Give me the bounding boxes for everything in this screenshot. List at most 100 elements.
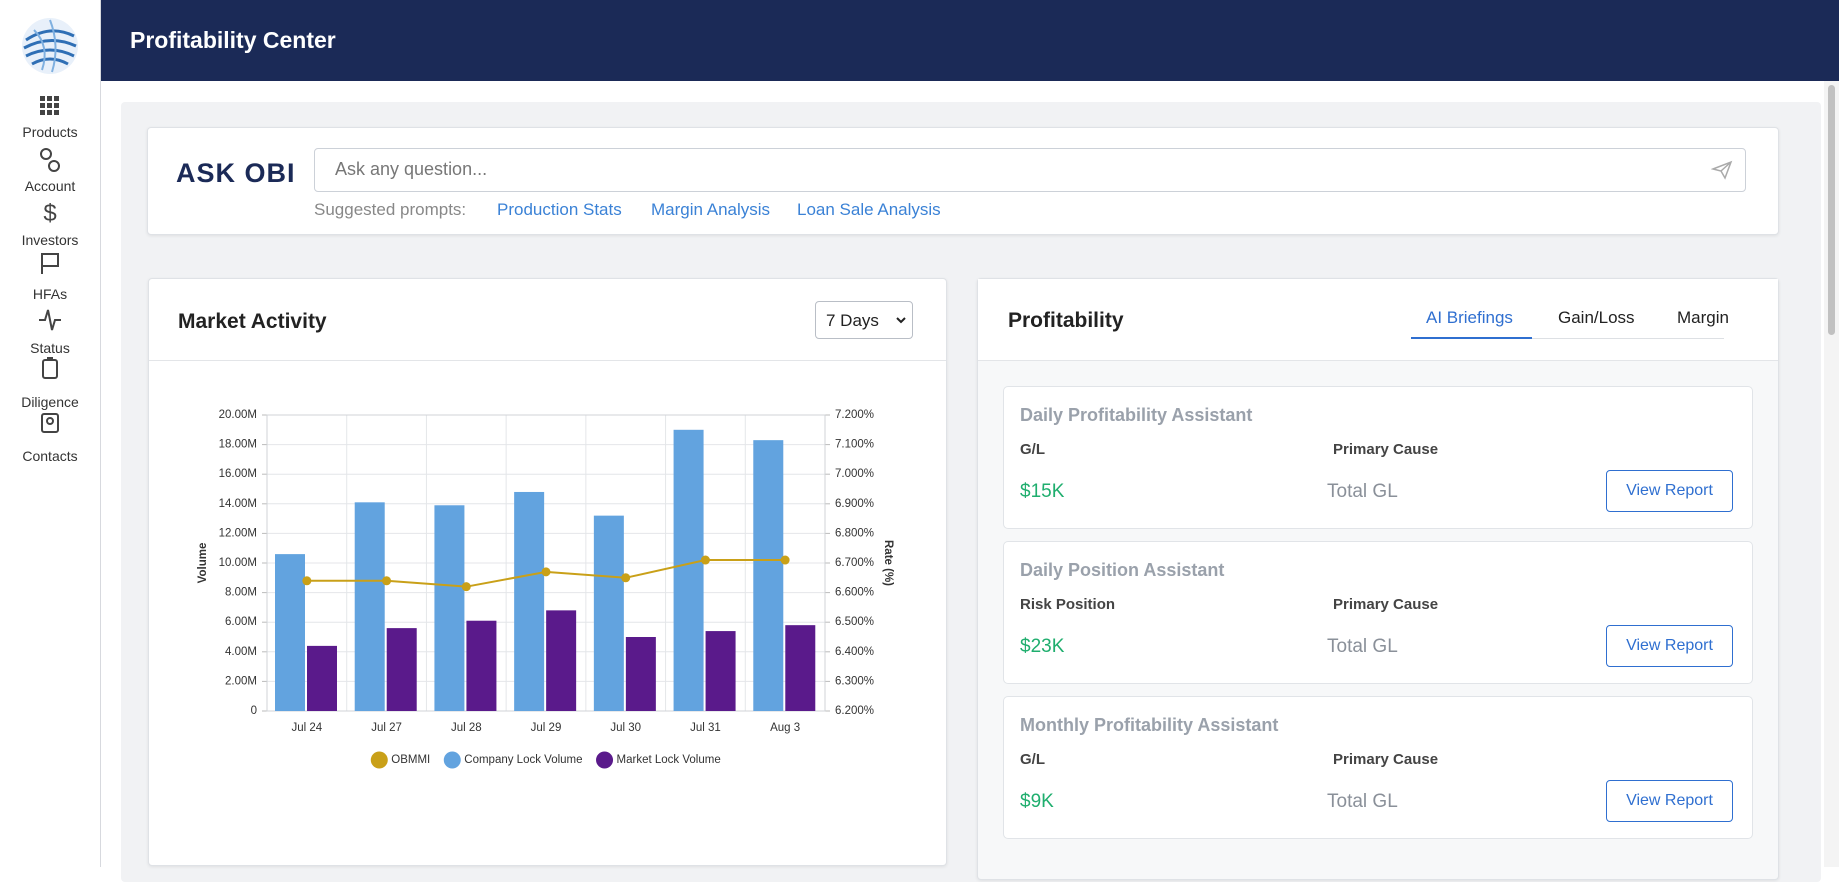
scroll-thumb[interactable]	[1828, 85, 1835, 335]
nav-label[interactable]: Products	[22, 124, 78, 140]
legend-swatch	[443, 751, 461, 769]
x-tick-label: Jul 29	[531, 722, 562, 734]
bar	[434, 505, 465, 711]
view-report-button[interactable]: View Report	[1606, 625, 1733, 667]
send-icon[interactable]	[1711, 160, 1733, 180]
header-title: Profitability Center	[130, 27, 336, 53]
cause-label: Primary Cause	[1333, 596, 1439, 613]
bar	[705, 631, 736, 711]
cause-label: Primary Cause	[1333, 441, 1439, 458]
point	[700, 555, 710, 565]
briefing-title: Daily Position Assistant	[1020, 560, 1225, 580]
y2-tick-label: 6.200%	[835, 705, 874, 717]
nav-label[interactable]: HFAs	[32, 286, 68, 302]
view-report-button[interactable]: View Report	[1606, 780, 1733, 822]
bar	[625, 637, 656, 711]
metric-label: G/L	[1020, 441, 1045, 458]
y-tick-label: 16.00M	[219, 468, 257, 480]
y-tick-label: 10.00M	[219, 557, 257, 569]
svg-text:$: $	[43, 200, 56, 227]
market-title: Market Activity	[178, 310, 327, 333]
bar	[673, 429, 704, 711]
y2-tick-label: 6.900%	[835, 498, 874, 510]
ask-input[interactable]: Ask any question...	[314, 148, 1746, 192]
sidebar: $ Products Account Investors HFAs Status Dili…	[0, 0, 101, 867]
y2-tick-label: 6.300%	[835, 675, 874, 687]
point	[780, 555, 790, 565]
nav-label[interactable]: Diligence	[21, 394, 79, 410]
y2-tick-label: 6.700%	[835, 557, 874, 569]
nav-icons: $	[39, 96, 61, 433]
x-tick-label: Jul 24	[292, 722, 323, 734]
bar	[354, 502, 385, 711]
prompt-link[interactable]: Margin Analysis	[651, 200, 771, 219]
y2-tick-label: 7.000%	[835, 468, 874, 480]
tab[interactable]: Gain/Loss	[1558, 308, 1635, 327]
bar	[307, 645, 337, 711]
x-tick-label: Aug 3	[770, 722, 800, 734]
ask-placeholder: Ask any question...	[335, 159, 488, 179]
prompt-link[interactable]: Loan Sale Analysis	[797, 200, 941, 219]
profitability-header	[978, 279, 1778, 361]
tab-rule	[1411, 338, 1724, 339]
briefing-card: Daily Position Assistant Risk Position Pri…	[1003, 541, 1753, 684]
bar	[275, 554, 305, 711]
legend-label: Company Lock Volume	[464, 754, 582, 766]
ask-card: ASK OBI Ask any question... Suggested pr…	[147, 127, 1779, 235]
y-tick-label: 14.00M	[219, 498, 257, 510]
metric-label: Risk Position	[1020, 596, 1116, 613]
scrollbar[interactable]	[1824, 81, 1839, 867]
header	[101, 0, 1839, 81]
y-tick-label: 0	[251, 705, 257, 717]
bar	[753, 440, 784, 711]
x-tick-label: Jul 28	[451, 722, 482, 734]
y2-tick-label: 6.500%	[835, 616, 874, 628]
profitability-title: Profitability	[1008, 309, 1124, 332]
y2-tick-label: 7.200%	[835, 409, 874, 421]
chart: 0 2.00M 4.00M 6.00M 8.00M 10.00M 12.00M 14.00M 1…	[197, 409, 894, 769]
tab[interactable]: Margin	[1677, 308, 1729, 327]
x-tick-label: Jul 31	[690, 722, 721, 734]
y-tick-label: 12.00M	[219, 527, 257, 539]
tab[interactable]: AI Briefings	[1426, 308, 1513, 327]
metric-value: $15K	[1020, 481, 1065, 502]
metric-label: G/L	[1020, 751, 1045, 768]
y-axis-title: Volume	[197, 543, 209, 584]
y2-tick-label: 7.100%	[835, 439, 874, 451]
nav-label[interactable]: Account	[24, 178, 76, 194]
bar	[514, 491, 545, 711]
view-report-button[interactable]: View Report	[1606, 470, 1733, 512]
bar	[466, 620, 497, 711]
bar	[593, 515, 624, 711]
y-tick-label: 6.00M	[225, 616, 257, 628]
legend-label: OBMMI	[391, 754, 430, 766]
range-select[interactable]: 7 Days	[815, 301, 913, 339]
point	[621, 573, 631, 583]
bar	[785, 625, 816, 711]
y2-tick-label: 6.800%	[835, 527, 874, 539]
briefing-card: Daily Profitability Assistant G/L Primary …	[1003, 386, 1753, 529]
point	[461, 582, 471, 592]
legend-swatch	[370, 751, 388, 769]
metric-value: $23K	[1020, 636, 1065, 657]
metric-value: $9K	[1020, 791, 1054, 812]
bar	[546, 610, 577, 711]
cause-value: Total GL	[1327, 636, 1398, 657]
range-value: 7 Days	[826, 311, 879, 330]
nav-label[interactable]: Investors	[21, 232, 79, 248]
prompt-link[interactable]: Production Stats	[497, 200, 622, 219]
point	[541, 567, 551, 577]
y2-tick-label: 6.400%	[835, 646, 874, 658]
point	[302, 576, 312, 586]
x-tick-label: Jul 30	[610, 722, 641, 734]
logo[interactable]	[20, 16, 80, 76]
y-tick-label: 20.00M	[219, 409, 257, 421]
divider	[149, 360, 946, 361]
y-tick-label: 4.00M	[225, 646, 257, 658]
ask-title: ASK OBI	[176, 158, 296, 188]
nav-label[interactable]: Status	[30, 340, 70, 356]
nav-label[interactable]: Contacts	[22, 448, 78, 464]
point	[382, 576, 392, 586]
cause-value: Total GL	[1327, 791, 1398, 812]
